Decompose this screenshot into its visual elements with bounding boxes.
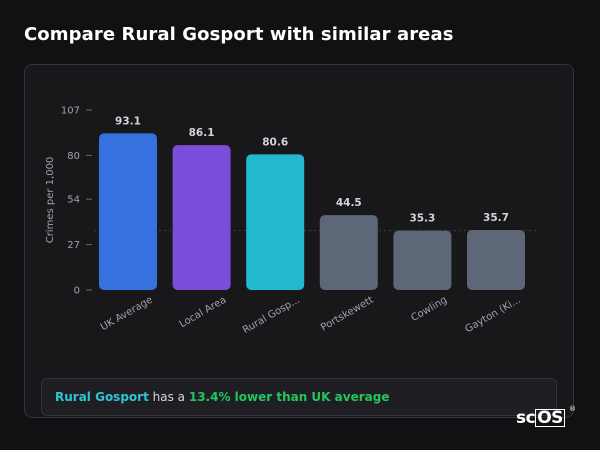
y-tick-label: 80 bbox=[67, 151, 80, 162]
y-tick-label: 0 bbox=[74, 286, 80, 297]
bar-6 bbox=[467, 229, 525, 290]
x-category-label: UK Average bbox=[99, 295, 155, 334]
y-tick-label: 54 bbox=[67, 195, 80, 206]
brand-logo: sc OS ® bbox=[516, 405, 576, 428]
bar-value-label: 80.6 bbox=[262, 136, 288, 148]
callout-place-name: Rural Gosport bbox=[55, 390, 149, 404]
x-category-label: Rural Gosp... bbox=[241, 295, 302, 337]
comparison-callout: Rural Gosport has a 13.4% lower than UK … bbox=[41, 378, 557, 416]
x-category-label: Local Area bbox=[178, 295, 229, 331]
bar-5 bbox=[393, 230, 452, 290]
bar-1 bbox=[99, 133, 157, 290]
x-category-label: Portskewett bbox=[319, 295, 375, 334]
bar-3 bbox=[246, 154, 305, 290]
bar-value-label: 35.3 bbox=[409, 213, 435, 225]
bar-value-label: 86.1 bbox=[189, 127, 215, 139]
bar-value-label: 93.1 bbox=[115, 115, 141, 127]
bar-value-label: 44.5 bbox=[336, 197, 362, 209]
y-tick-label: 107 bbox=[61, 106, 80, 117]
bar-4 bbox=[319, 215, 378, 290]
y-axis-label: Crimes per 1,000 bbox=[45, 157, 56, 244]
callout-text: has a bbox=[148, 390, 189, 404]
bar-2 bbox=[172, 145, 231, 290]
x-category-label: Cowling bbox=[409, 295, 449, 324]
page-title: Compare Rural Gosport with similar areas bbox=[24, 24, 454, 45]
callout-difference: 13.4% lower than UK average bbox=[188, 390, 390, 404]
x-category-label: Gayton (Ki... bbox=[463, 295, 522, 336]
y-tick-label: 27 bbox=[67, 240, 80, 251]
bar-value-label: 35.7 bbox=[483, 212, 509, 224]
